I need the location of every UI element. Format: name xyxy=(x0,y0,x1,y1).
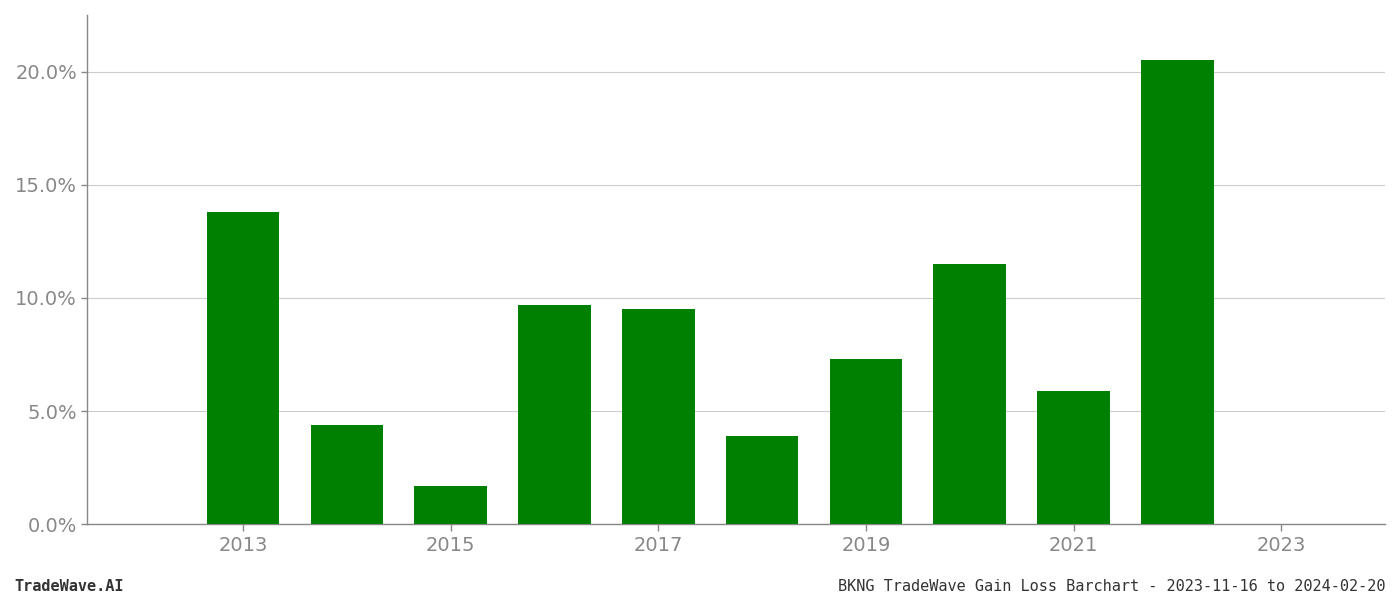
Bar xyxy=(1037,391,1110,524)
Bar xyxy=(830,359,902,524)
Text: TradeWave.AI: TradeWave.AI xyxy=(14,579,123,594)
Text: BKNG TradeWave Gain Loss Barchart - 2023-11-16 to 2024-02-20: BKNG TradeWave Gain Loss Barchart - 2023… xyxy=(839,579,1386,594)
Bar xyxy=(311,425,384,524)
Bar xyxy=(518,305,591,524)
Bar xyxy=(934,264,1007,524)
Bar xyxy=(725,436,798,524)
Bar xyxy=(207,212,280,524)
Bar xyxy=(1141,60,1214,524)
Bar xyxy=(414,486,487,524)
Bar xyxy=(622,309,694,524)
